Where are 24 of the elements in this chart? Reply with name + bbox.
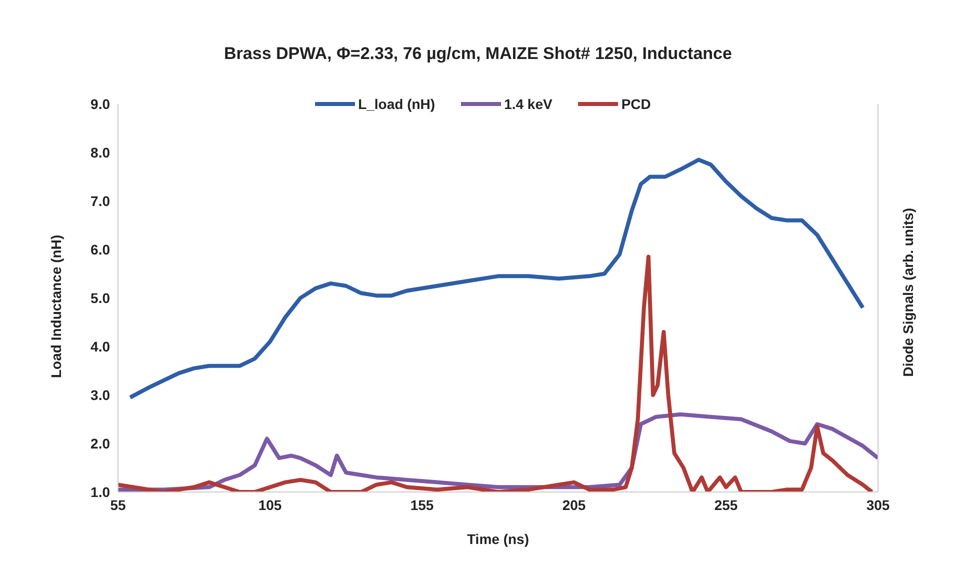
y-tick-label: 8.0 bbox=[90, 144, 110, 160]
line-series bbox=[118, 254, 874, 492]
y-tick-label: 9.0 bbox=[90, 96, 110, 112]
x-tick-label: 305 bbox=[866, 496, 890, 513]
x-tick-label: 155 bbox=[410, 496, 434, 513]
y-tick-label: 4.0 bbox=[90, 338, 110, 354]
y-axis-title: Load Inductance (nH) bbox=[48, 234, 64, 378]
x-tick-label: 55 bbox=[110, 496, 126, 513]
y-tick-label: 3.0 bbox=[90, 386, 110, 403]
legend-label: 1.4 keV bbox=[504, 96, 552, 112]
x-tick-label: 205 bbox=[562, 496, 586, 513]
legend-label: L_load (nH) bbox=[358, 96, 436, 112]
x-tick-label: 105 bbox=[258, 496, 282, 513]
line-series bbox=[128, 158, 865, 400]
x-tick-label: 255 bbox=[714, 496, 738, 513]
y-tick-label: 5.0 bbox=[90, 290, 110, 306]
y-tick-label: 6.0 bbox=[90, 241, 110, 258]
chart-title: Brass DPWA, Φ=2.33, 76 µg/cm, MAIZE Shot# 1250, Inductance bbox=[223, 44, 733, 64]
legend-label: PCD bbox=[621, 96, 651, 112]
y-tick-label: 7.0 bbox=[90, 192, 110, 209]
y-tick-label: 2.0 bbox=[90, 435, 110, 452]
y-tick-label: 1.0 bbox=[90, 484, 110, 500]
y2-axis-title: Diode Signals (arb. units) bbox=[900, 208, 916, 377]
x-axis-title: Time (ns) bbox=[467, 531, 529, 547]
